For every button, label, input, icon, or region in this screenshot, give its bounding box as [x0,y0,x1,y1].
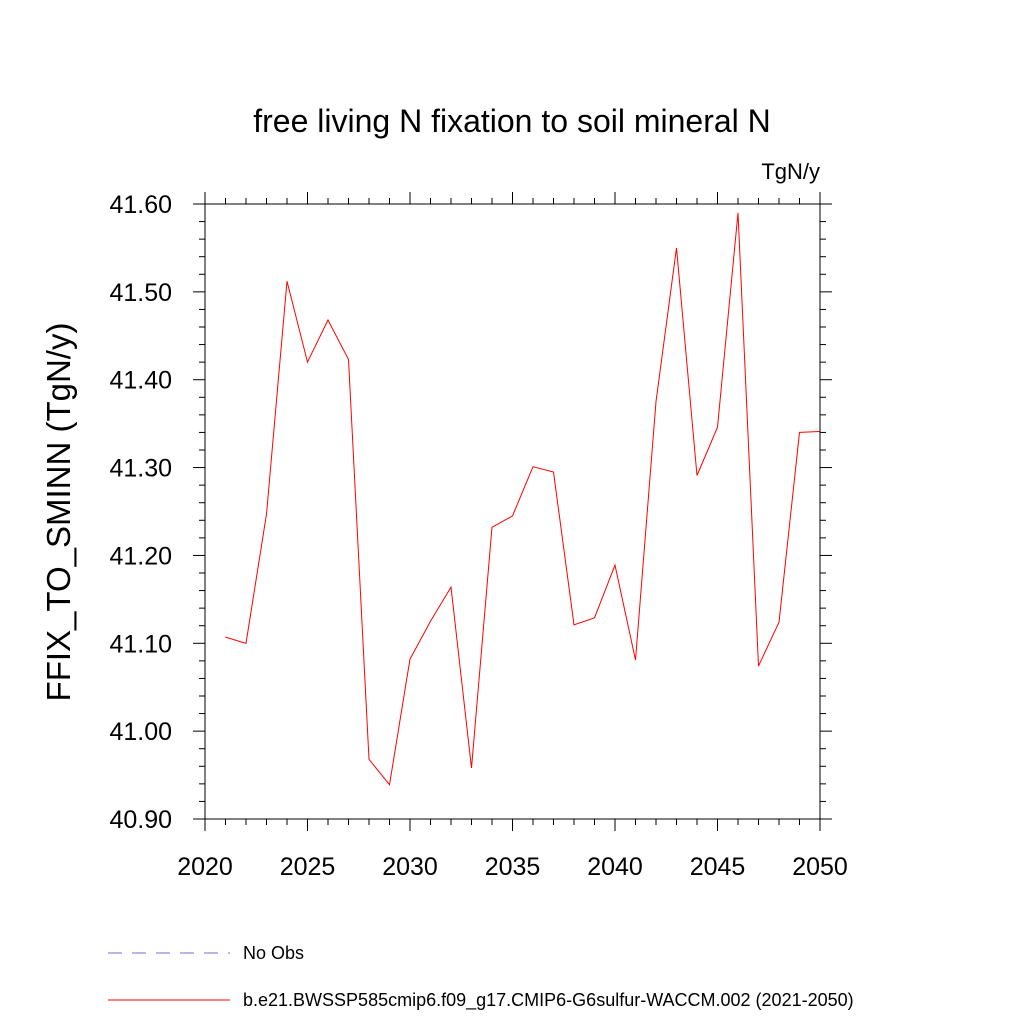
y-tick-label: 41.60 [109,191,172,219]
chart-title: free living N fixation to soil mineral N [253,103,771,139]
y-tick-label: 41.40 [109,367,172,395]
y-axis-label: FFIX_TO_SMINN (TgN/y) [40,323,77,702]
series-line [225,212,821,786]
x-tick-label: 2030 [382,853,438,881]
x-tick-label: 2050 [792,853,848,881]
y-tick-label: 41.50 [109,279,172,307]
plot-area [225,212,821,786]
legend-label: No Obs [243,943,304,963]
x-tick-label: 2035 [485,853,541,881]
legend-label: b.e21.BWSSP585cmip6.f09_g17.CMIP6-G6sulf… [243,990,854,1011]
units-label: TgN/y [761,159,820,184]
legend: No Obs b.e21.BWSSP585cmip6.f09_g17.CMIP6-… [108,943,854,1011]
x-tick-label: 2025 [280,853,336,881]
x-tick-label: 2045 [690,853,746,881]
y-tick-label: 41.30 [109,455,172,483]
y-tick-label: 41.10 [109,630,172,658]
plot-frame [204,203,821,820]
x-tick-label: 2040 [587,853,643,881]
y-tick-label: 41.20 [109,542,172,570]
y-tick-label: 41.00 [109,718,172,746]
x-tick-label: 2020 [177,853,233,881]
axis-ticks: 2020 2025 2030 2035 2040 2045 2050 40.90 41.00 41… [109,191,847,881]
y-tick-label: 40.90 [109,806,172,834]
